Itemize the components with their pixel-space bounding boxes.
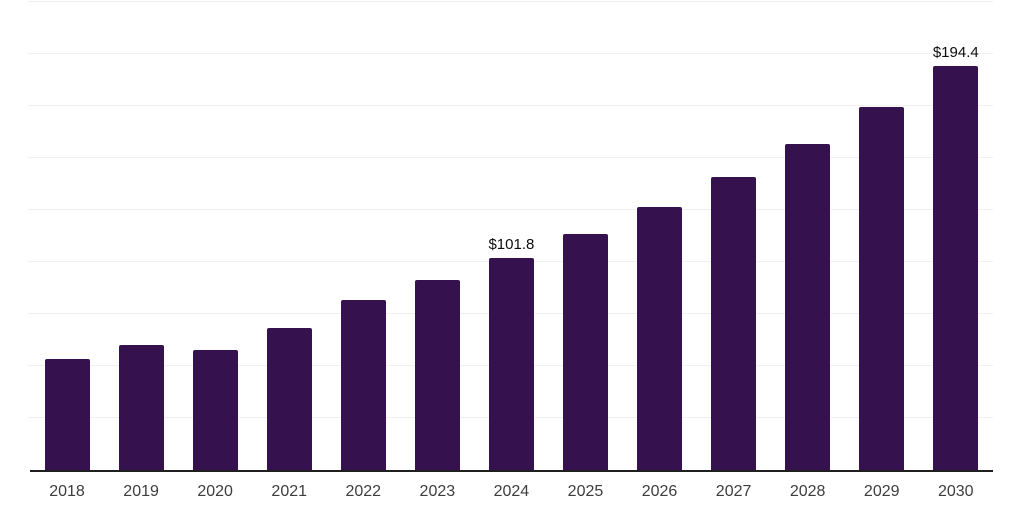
x-tick-label: 2025: [567, 483, 604, 500]
bar-value-label: $101.8: [488, 236, 535, 254]
x-tick-label: 2020: [197, 483, 233, 500]
gridline: [28, 209, 993, 210]
bar: [711, 177, 757, 470]
x-tick-label: 2022: [345, 483, 382, 500]
bar: [266, 327, 312, 470]
bar: $101.8: [488, 237, 534, 470]
x-tick-label: 2023: [419, 483, 456, 500]
x-tick-label: 2029: [863, 483, 900, 500]
x-tick-label: 2018: [49, 483, 85, 500]
bar: [785, 144, 831, 470]
bar: [192, 349, 238, 470]
x-tick-label: 2030: [937, 483, 974, 500]
bar: [340, 299, 386, 470]
bar: $194.4: [933, 45, 979, 470]
bar: [859, 106, 905, 470]
bar: [44, 359, 90, 470]
bar: [118, 345, 164, 470]
x-tick-label: 2027: [715, 483, 752, 500]
bars-container: $101.8 $194.4: [30, 2, 993, 470]
bar-value-label: $194.4: [932, 43, 979, 61]
bar: [414, 279, 460, 470]
bar: [562, 234, 608, 470]
gridline: [28, 157, 993, 159]
x-tick-label: 2026: [641, 483, 678, 500]
x-tick-label: 2028: [789, 483, 826, 500]
x-tick-label: 2021: [271, 483, 308, 500]
x-axis-labels: 2018 2019 2020 2021 2022 2023 2024 2025 2026 2027…: [30, 472, 993, 512]
gridline: [28, 53, 993, 54]
x-tick-label: 2019: [123, 483, 159, 500]
plot-area: $101.8 $194.4: [28, 1, 993, 472]
gridline: [28, 105, 993, 106]
gridline: [28, 1, 993, 2]
x-tick-label: 2024: [493, 483, 530, 500]
bar: [637, 207, 683, 470]
